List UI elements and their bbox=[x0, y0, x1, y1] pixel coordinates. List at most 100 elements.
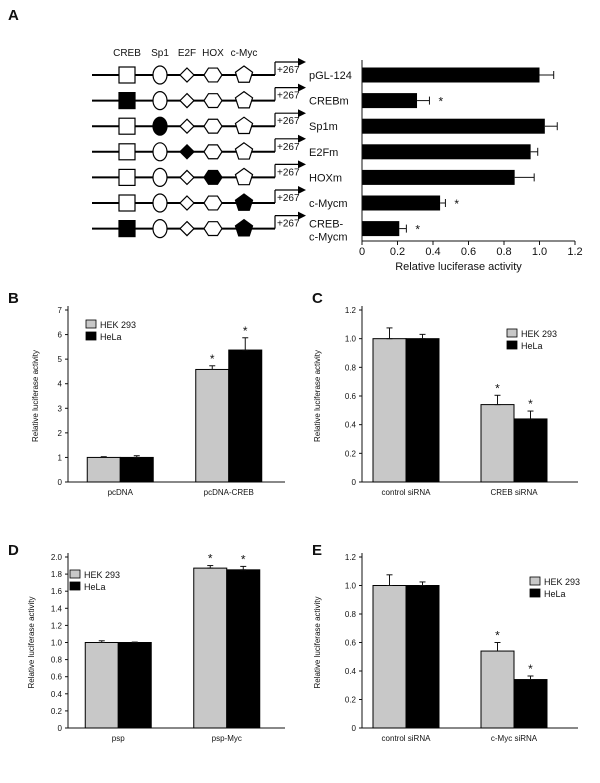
category-label: CREB siRNA bbox=[490, 488, 538, 497]
site-creb-mutated bbox=[118, 91, 136, 110]
site-sp1 bbox=[152, 167, 168, 187]
y-axis-title: Relative luciferase activity bbox=[27, 596, 36, 688]
site-e2f bbox=[179, 220, 195, 237]
site-c-myc bbox=[234, 90, 254, 109]
y-tick-label: 0 bbox=[352, 724, 357, 733]
y-axis-title: Relative luciferase activity bbox=[313, 596, 322, 688]
construct-label-line2: c-Mycm bbox=[309, 232, 348, 244]
bar-creb- bbox=[362, 221, 400, 237]
panel-label-d: D bbox=[8, 542, 19, 559]
significance-star: * bbox=[454, 197, 459, 211]
site-e2f bbox=[179, 92, 195, 109]
site-sp1 bbox=[152, 142, 168, 162]
y-tick-label: 2.0 bbox=[51, 553, 63, 562]
bar-hek-293 bbox=[84, 642, 119, 729]
significance-star: * bbox=[210, 352, 215, 366]
y-tick-label: 1.2 bbox=[345, 306, 357, 315]
y-tick-label: 6 bbox=[58, 331, 63, 340]
y-tick-label: 0.6 bbox=[345, 639, 357, 648]
y-tick-label: 1.2 bbox=[51, 621, 63, 630]
site-creb-mutated bbox=[118, 220, 136, 238]
y-tick-label: 0.6 bbox=[51, 673, 63, 682]
y-tick-label: 0 bbox=[58, 724, 63, 733]
legend-swatch bbox=[529, 576, 541, 586]
bar-hek-293 bbox=[372, 338, 407, 483]
x-tick-label: 0.2 bbox=[390, 246, 405, 258]
y-tick-label: 0.2 bbox=[51, 707, 63, 716]
panel-label-b: B bbox=[8, 290, 19, 307]
tss-label: +267 bbox=[277, 65, 300, 76]
legend-swatch bbox=[85, 319, 97, 329]
site-sp1 bbox=[152, 193, 168, 213]
y-tick-label: 5 bbox=[58, 355, 63, 364]
site-sp1 bbox=[152, 65, 168, 85]
construct-label: CREB- bbox=[309, 219, 344, 231]
legend-label: HeLa bbox=[544, 589, 566, 599]
y-tick-label: 0.4 bbox=[345, 667, 357, 676]
legend-swatch bbox=[506, 328, 518, 338]
category-label: control siRNA bbox=[382, 488, 432, 497]
y-tick-label: 1.8 bbox=[51, 570, 63, 579]
y-tick-label: 0.2 bbox=[345, 449, 357, 458]
x-axis-title: Relative luciferase activity bbox=[395, 261, 522, 273]
bar-hela bbox=[405, 338, 440, 483]
bar-crebm bbox=[362, 93, 418, 109]
y-tick-label: 1.0 bbox=[51, 639, 63, 648]
significance-star: * bbox=[241, 552, 246, 566]
construct-label: c-Mycm bbox=[309, 198, 348, 210]
y-tick-label: 0.4 bbox=[345, 421, 357, 430]
bar-hoxm bbox=[362, 169, 515, 185]
y-tick-label: 0 bbox=[58, 478, 63, 487]
category-label: psp-Myc bbox=[212, 734, 242, 743]
y-tick-label: 1.4 bbox=[51, 604, 63, 613]
legend-swatch bbox=[85, 331, 97, 341]
bar-hela bbox=[228, 349, 263, 483]
site-creb bbox=[118, 117, 136, 135]
bar-hela bbox=[119, 456, 154, 483]
tss-label: +267 bbox=[277, 91, 300, 102]
panel-label-a: A bbox=[8, 7, 19, 24]
tss-label: +267 bbox=[277, 167, 300, 178]
significance-star: * bbox=[208, 552, 213, 566]
site-c-myc bbox=[234, 116, 254, 135]
legend-label: HEK 293 bbox=[100, 320, 136, 330]
y-tick-label: 0.6 bbox=[345, 392, 357, 401]
significance-star: * bbox=[528, 662, 533, 676]
bar-e2fm bbox=[362, 144, 531, 160]
construct-label: CREBm bbox=[309, 96, 349, 108]
y-tick-label: 7 bbox=[58, 306, 63, 315]
site-hox bbox=[203, 221, 223, 237]
bar-hela bbox=[117, 642, 152, 729]
y-axis-title: Relative luciferase activity bbox=[313, 350, 322, 442]
site-c-myc bbox=[234, 142, 254, 160]
significance-star: * bbox=[495, 629, 500, 643]
bar-hek-293 bbox=[480, 404, 515, 483]
legend-label: HeLa bbox=[521, 341, 543, 351]
bar-sp1m bbox=[362, 118, 545, 134]
site-hox-mutated bbox=[203, 169, 223, 185]
tf-site-name: CREB bbox=[113, 48, 141, 59]
legend-swatch bbox=[506, 340, 518, 350]
arrow-head-icon bbox=[298, 83, 306, 92]
y-tick-label: 0 bbox=[352, 478, 357, 487]
site-creb bbox=[118, 168, 136, 186]
y-tick-label: 0.8 bbox=[51, 656, 63, 665]
significance-star: * bbox=[438, 95, 443, 109]
arrow-head-icon bbox=[298, 186, 306, 194]
site-hox bbox=[203, 67, 223, 83]
site-c-myc bbox=[234, 65, 254, 83]
legend-label: HEK 293 bbox=[544, 577, 580, 587]
y-tick-label: 0.8 bbox=[345, 610, 357, 619]
category-label: psp bbox=[112, 734, 125, 743]
y-tick-label: 1.0 bbox=[345, 582, 357, 591]
tf-site-name: c-Myc bbox=[231, 48, 258, 59]
site-sp1 bbox=[152, 219, 168, 239]
construct-label: HOXm bbox=[309, 172, 342, 184]
tss-label: +267 bbox=[277, 219, 300, 230]
significance-star: * bbox=[528, 397, 533, 411]
legend-label: HeLa bbox=[100, 332, 122, 342]
tf-site-name: Sp1 bbox=[151, 48, 169, 59]
category-label: c-Myc siRNA bbox=[491, 734, 538, 743]
arrow-head-icon bbox=[298, 160, 306, 169]
